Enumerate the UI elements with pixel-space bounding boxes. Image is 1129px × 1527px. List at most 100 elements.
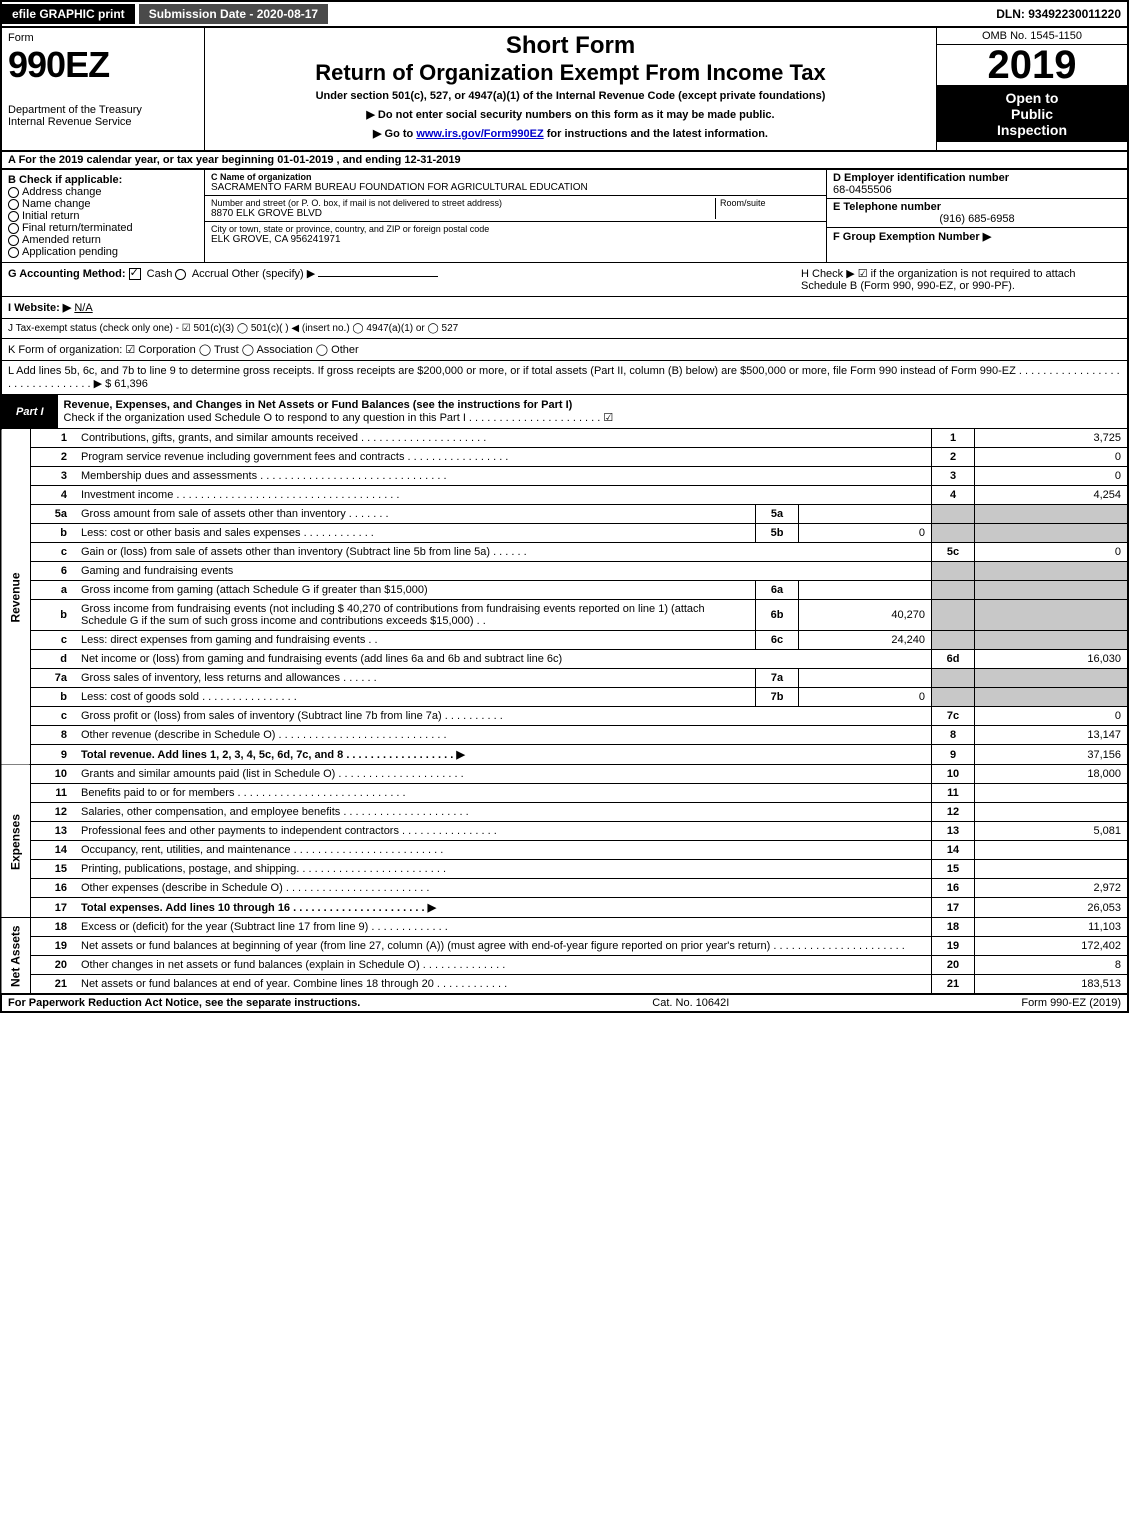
info-section: B Check if applicable: Address change Na… [0,170,1129,263]
line-6c: c Less: direct expenses from gaming and … [1,631,1128,650]
submission-date: Submission Date - 2020-08-17 [139,4,328,24]
form-ref: Form 990-EZ (2019) [1021,997,1121,1009]
inst-post: for instructions and the latest informat… [544,128,768,140]
part1-label: Part I [2,395,58,428]
amount-3: 0 [975,467,1129,486]
amount-10: 18,000 [975,765,1129,784]
org-name: SACRAMENTO FARM BUREAU FOUNDATION FOR AG… [211,182,820,193]
amount-4: 4,254 [975,486,1129,505]
other-specify-input[interactable] [318,276,438,277]
form-number: 990EZ [8,44,198,86]
d-label: D Employer identification number [833,172,1121,184]
line-10: Expenses 10 Grants and similar amounts p… [1,765,1128,784]
inspection: Inspection [939,122,1125,138]
part1-title: Revenue, Expenses, and Changes in Net As… [58,395,1127,428]
part1-check-line: Check if the organization used Schedule … [64,412,614,424]
e-label: E Telephone number [833,201,1121,213]
cat-number: Cat. No. 10642I [360,997,1021,1009]
amount-19: 172,402 [975,937,1129,956]
city-state-zip: ELK GROVE, CA 956241971 [211,234,820,245]
sidelabel-expenses: Expenses [1,765,31,918]
amount-21: 183,513 [975,975,1129,994]
amount-6b: 40,270 [799,600,932,631]
amount-6d: 16,030 [975,650,1129,669]
form-word: Form [8,32,198,44]
section-de: D Employer identification number 68-0455… [827,170,1127,262]
amount-13: 5,081 [975,822,1129,841]
line-5a: 5a Gross amount from sale of assets othe… [1,505,1128,524]
line-19: 19 Net assets or fund balances at beginn… [1,937,1128,956]
line-6: 6 Gaming and fundraising events [1,562,1128,581]
section-k: K Form of organization: ☑ Corporation ◯ … [0,339,1129,361]
line-15: 15 Printing, publications, postage, and … [1,860,1128,879]
c-label: C Name of organization [211,172,820,182]
ein: 68-0455506 [833,184,1121,196]
tax-year: 2019 [937,45,1127,86]
amount-9: 37,156 [975,745,1129,765]
website-value: N/A [74,302,92,314]
dln-label: DLN: 93492230011220 [996,7,1127,21]
line-5c: c Gain or (loss) from sale of assets oth… [1,543,1128,562]
section-j: J Tax-exempt status (check only one) - ☑… [0,319,1129,339]
open-to: Open to [939,90,1125,106]
check-cash[interactable] [129,268,141,280]
i-label: I Website: ▶ [8,302,71,314]
telephone: (916) 685-6958 [833,213,1121,225]
section-a: A For the 2019 calendar year, or tax yea… [0,152,1129,170]
efile-button[interactable]: efile GRAPHIC print [2,4,135,24]
line-14: 14 Occupancy, rent, utilities, and maint… [1,841,1128,860]
check-address-change[interactable]: Address change [8,186,198,198]
check-final-return[interactable]: Final return/terminated [8,222,198,234]
check-amended[interactable]: Amended return [8,234,198,246]
line-7a: 7a Gross sales of inventory, less return… [1,669,1128,688]
addr-label: Number and street (or P. O. box, if mail… [211,198,715,208]
paperwork-notice: For Paperwork Reduction Act Notice, see … [8,997,360,1009]
internal-revenue: Internal Revenue Service [8,116,198,128]
line-12: 12 Salaries, other compensation, and emp… [1,803,1128,822]
line-6d: d Net income or (loss) from gaming and f… [1,650,1128,669]
city-label: City or town, state or province, country… [211,224,820,234]
header-right: OMB No. 1545-1150 2019 Open to Public In… [936,28,1127,150]
amount-5c: 0 [975,543,1129,562]
street-address: 8870 ELK GROVE BLVD [211,208,715,219]
amount-14 [975,841,1129,860]
amount-7c: 0 [975,707,1129,726]
line-1: Revenue 1 Contributions, gifts, grants, … [1,429,1128,448]
section-g: G Accounting Method: Cash Accrual Other … [8,267,801,292]
f-label: F Group Exemption Number ▶ [833,230,1121,243]
open-public-inspection: Open to Public Inspection [937,86,1127,142]
public: Public [939,106,1125,122]
amount-17: 26,053 [975,898,1129,918]
g-label: G Accounting Method: [8,268,126,280]
inst-pre: ▶ Go to [373,128,416,140]
instruction-link: ▶ Go to www.irs.gov/Form990EZ for instru… [211,127,930,140]
line-5b: b Less: cost or other basis and sales ex… [1,524,1128,543]
section-c: C Name of organization SACRAMENTO FARM B… [204,170,827,262]
section-l: L Add lines 5b, 6c, and 7b to line 9 to … [0,361,1129,395]
amount-6c: 24,240 [799,631,932,650]
top-bar: efile GRAPHIC print Submission Date - 20… [0,0,1129,26]
line-7c: c Gross profit or (loss) from sales of i… [1,707,1128,726]
instruction-ssn: ▶ Do not enter social security numbers o… [211,108,930,121]
amount-12 [975,803,1129,822]
check-application-pending[interactable]: Application pending [8,246,198,258]
check-accrual[interactable] [175,269,186,280]
line-16: 16 Other expenses (describe in Schedule … [1,879,1128,898]
section-b: B Check if applicable: Address change Na… [2,170,204,262]
part1-header: Part I Revenue, Expenses, and Changes in… [0,395,1129,429]
amount-16: 2,972 [975,879,1129,898]
line-6a: a Gross income from gaming (attach Sched… [1,581,1128,600]
line-11: 11 Benefits paid to or for members . . .… [1,784,1128,803]
check-initial-return[interactable]: Initial return [8,210,198,222]
short-form-title: Short Form [211,32,930,60]
check-name-change[interactable]: Name change [8,198,198,210]
amount-1: 3,725 [975,429,1129,448]
b-title: B Check if applicable: [8,174,198,186]
sidelabel-revenue: Revenue [1,429,31,765]
amount-2: 0 [975,448,1129,467]
line-3: 3 Membership dues and assessments . . . … [1,467,1128,486]
section-gh: G Accounting Method: Cash Accrual Other … [0,263,1129,297]
line-6b: b Gross income from fundraising events (… [1,600,1128,631]
header-center: Short Form Return of Organization Exempt… [205,28,936,150]
irs-link[interactable]: www.irs.gov/Form990EZ [416,128,543,140]
